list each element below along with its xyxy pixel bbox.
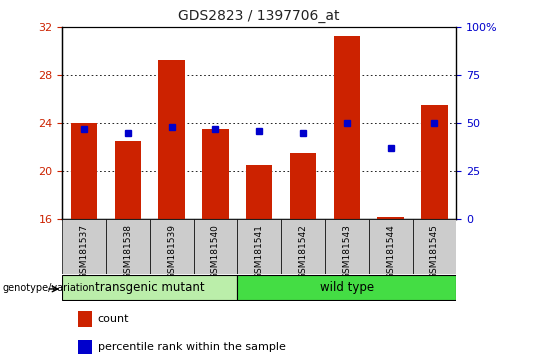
Bar (62, 275, 237, 300)
Bar (202, 129, 228, 219)
Bar (237, 219, 281, 274)
Text: GSM181537: GSM181537 (79, 224, 89, 279)
Text: wild type: wild type (320, 281, 374, 294)
Bar (193, 219, 237, 274)
Text: percentile rank within the sample: percentile rank within the sample (98, 342, 286, 353)
Bar (421, 105, 448, 219)
Title: GDS2823 / 1397706_at: GDS2823 / 1397706_at (178, 9, 340, 23)
Text: GSM181538: GSM181538 (123, 224, 132, 279)
Bar (150, 219, 193, 274)
Bar (106, 219, 150, 274)
Bar (246, 165, 272, 219)
Text: count: count (98, 314, 129, 324)
Text: GSM181539: GSM181539 (167, 224, 176, 279)
Bar (114, 141, 141, 219)
Bar (413, 219, 456, 274)
Text: transgenic mutant: transgenic mutant (95, 281, 205, 294)
Bar (290, 153, 316, 219)
Text: GSM181541: GSM181541 (255, 224, 264, 279)
Bar (78, 339, 92, 354)
Bar (377, 217, 404, 219)
Bar (237, 275, 456, 300)
Bar (325, 219, 369, 274)
Text: genotype/variation: genotype/variation (3, 282, 96, 293)
Bar (62, 219, 106, 274)
Text: GSM181543: GSM181543 (342, 224, 352, 279)
Text: GSM181545: GSM181545 (430, 224, 439, 279)
Bar (78, 311, 92, 327)
Bar (281, 219, 325, 274)
Bar (71, 123, 97, 219)
Text: GSM181540: GSM181540 (211, 224, 220, 279)
Bar (334, 36, 360, 219)
Text: GSM181544: GSM181544 (386, 224, 395, 279)
Text: GSM181542: GSM181542 (299, 224, 307, 279)
Bar (369, 219, 413, 274)
Bar (158, 60, 185, 219)
